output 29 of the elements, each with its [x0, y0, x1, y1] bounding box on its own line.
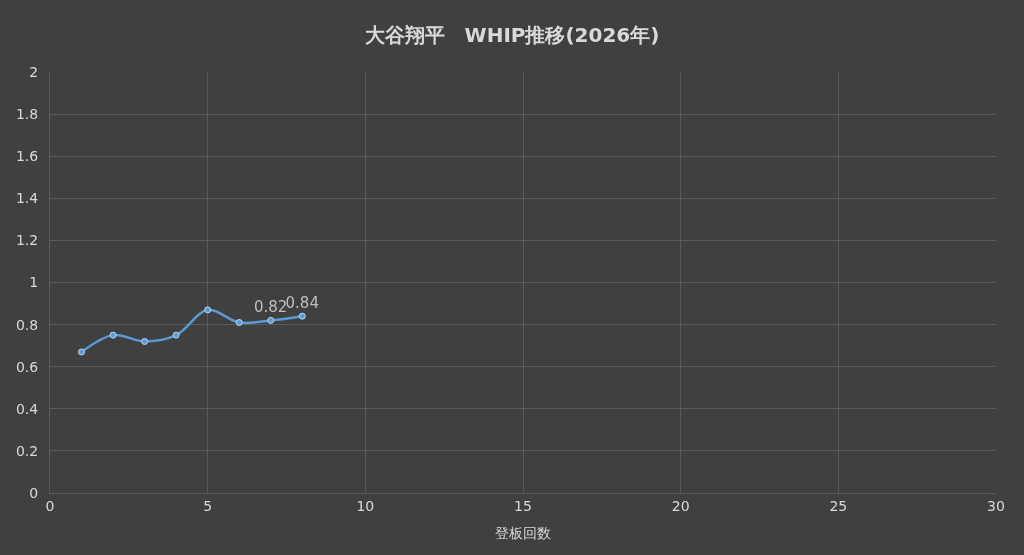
x-tick-label: 15: [514, 497, 532, 514]
y-tick-label: 1.4: [15, 190, 39, 207]
point: [172, 331, 180, 339]
point: [298, 312, 306, 320]
y-tick-label: 0.2: [15, 442, 39, 459]
x-tick-label: 20: [671, 497, 690, 514]
data-label: 0.84: [285, 293, 319, 312]
point: [78, 348, 86, 356]
y-tick-label: 0.8: [15, 316, 39, 333]
y-tick-label: 1.6: [15, 148, 39, 165]
x-tick-label: 5: [203, 497, 213, 514]
y-tick-label: 1: [29, 274, 39, 291]
point: [267, 316, 275, 324]
point: [141, 337, 149, 345]
point: [235, 318, 243, 326]
x-tick-label: 25: [829, 497, 848, 514]
point: [109, 331, 117, 339]
y-tick-label: 2: [29, 63, 39, 80]
point: [204, 306, 212, 314]
y-tick-label: 1.8: [15, 106, 39, 122]
y-tick-label: 0: [29, 484, 39, 501]
chart-title: 大谷翔平 WHIP推移(2026年): [364, 22, 660, 47]
x-tick-label: 0: [45, 497, 55, 514]
y-tick-label: 0.4: [15, 400, 39, 417]
x-tick-label: 30: [987, 497, 1005, 514]
y-tick-label: 0.6: [15, 358, 39, 375]
x-tick-label: 10: [356, 497, 375, 514]
x-axis-title: 登板回数: [495, 525, 551, 542]
y-tick-label: 1.2: [15, 232, 39, 249]
